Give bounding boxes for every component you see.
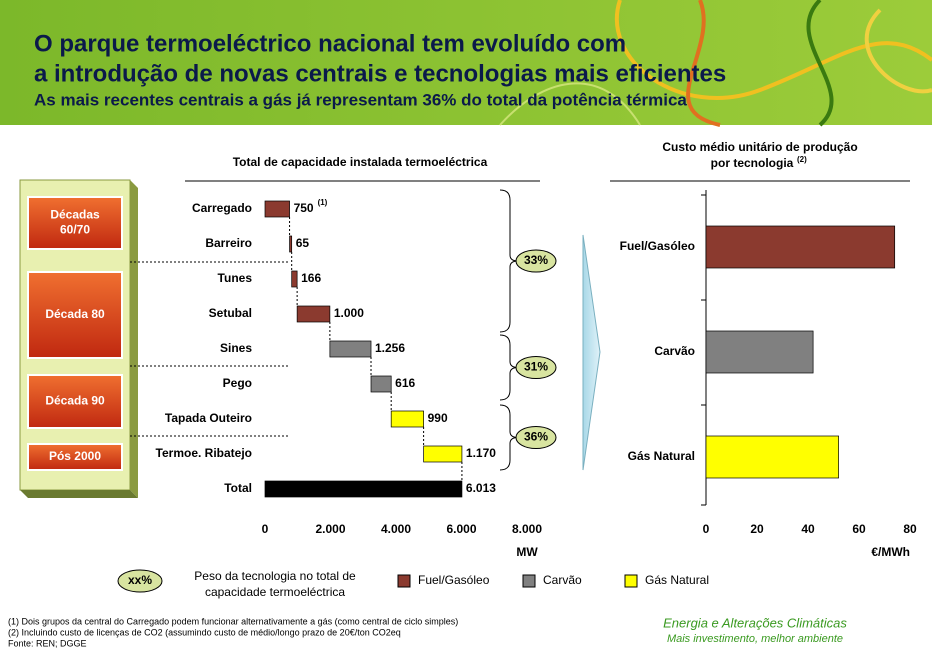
footer-text: Mais investimento, melhor ambiente	[667, 633, 843, 645]
arrow	[583, 235, 600, 470]
category-label: Barreiro	[205, 236, 252, 250]
value-label: 750	[294, 201, 314, 215]
bar	[292, 271, 297, 287]
x-tick-label: 4.000	[381, 522, 411, 536]
legend-label: Fuel/Gasóleo	[418, 573, 490, 587]
x-tick-label: 0	[262, 522, 269, 536]
value-label: 1.170	[466, 446, 496, 460]
x-tick-label: 0	[703, 522, 710, 536]
footnote: Fonte: REN; DGGE	[8, 638, 87, 648]
period-label: Décadas	[50, 208, 100, 222]
value-label: 1.000	[334, 306, 364, 320]
period-label: Pós 2000	[49, 449, 101, 463]
bar	[265, 481, 462, 497]
period-frame-bottom	[20, 490, 138, 498]
x-axis-label: MW	[516, 545, 538, 559]
x-axis-label: €/MWh	[871, 545, 910, 559]
value-label: 1.256	[375, 341, 405, 355]
brace	[500, 405, 518, 470]
slide: O parque termoeléctrico nacional tem evo…	[0, 0, 932, 651]
chart-title: Custo médio unitário de produção	[662, 140, 857, 154]
x-tick-label: 80	[903, 522, 917, 536]
bar	[265, 201, 290, 217]
share-label: 33%	[524, 253, 548, 267]
bar	[424, 446, 462, 462]
chart-title: por tecnologia	[711, 156, 794, 170]
x-tick-label: 60	[852, 522, 866, 536]
legend-swatch	[398, 575, 410, 587]
period-label: 60/70	[60, 223, 90, 237]
category-label: Tunes	[218, 271, 253, 285]
value-label: 65	[296, 236, 310, 250]
x-tick-label: 20	[750, 522, 764, 536]
x-tick-label: 8.000	[512, 522, 542, 536]
legend-swatch	[523, 575, 535, 587]
chart-title: Total de capacidade instalada termoeléct…	[233, 155, 488, 169]
legend-badge-label: xx%	[128, 573, 152, 587]
share-label: 36%	[524, 430, 548, 444]
x-tick-label: 6.000	[446, 522, 476, 536]
category-label: Termoe. Ribatejo	[156, 446, 252, 460]
title-line: a introdução de novas centrais e tecnolo…	[34, 60, 726, 87]
brace	[500, 190, 518, 332]
bar	[706, 331, 813, 373]
title-note: (2)	[797, 155, 807, 164]
category-label: Carvão	[654, 344, 695, 358]
footer-text: Energia e Alterações Climáticas	[663, 615, 847, 630]
x-tick-label: 2.000	[315, 522, 345, 536]
subtitle: As mais recentes centrais a gás já repre…	[34, 90, 687, 109]
legend-note: Peso da tecnologia no total de	[194, 569, 356, 583]
title-line: O parque termoeléctrico nacional tem evo…	[34, 30, 626, 57]
value-note: (1)	[318, 198, 328, 207]
period-frame-side	[130, 180, 138, 498]
bar	[706, 226, 895, 268]
share-label: 31%	[524, 360, 548, 374]
bar	[290, 236, 292, 252]
bar	[297, 306, 330, 322]
category-label: Gás Natural	[628, 449, 695, 463]
category-label: Tapada Outeiro	[165, 411, 252, 425]
category-label: Sines	[220, 341, 252, 355]
bar	[391, 411, 423, 427]
category-label: Carregado	[192, 201, 252, 215]
period-label: Década 90	[45, 394, 105, 408]
bar	[706, 436, 839, 478]
footnote: (1) Dois grupos da central do Carregado …	[8, 616, 458, 626]
category-label: Pego	[223, 376, 252, 390]
bar	[330, 341, 371, 357]
bar	[371, 376, 391, 392]
value-label: 6.013	[466, 481, 496, 495]
legend-label: Gás Natural	[645, 573, 709, 587]
category-label: Fuel/Gasóleo	[620, 239, 695, 253]
legend-label: Carvão	[543, 573, 582, 587]
footnote: (2) Incluindo custo de licenças de CO2 (…	[8, 627, 401, 637]
period-label: Década 80	[45, 307, 105, 321]
brace	[500, 335, 518, 400]
legend-swatch	[625, 575, 637, 587]
category-label: Total	[224, 481, 252, 495]
x-tick-label: 40	[801, 522, 815, 536]
value-label: 166	[301, 271, 321, 285]
legend-note: capacidade termoeléctrica	[205, 585, 345, 599]
category-label: Setubal	[209, 306, 252, 320]
value-label: 616	[395, 376, 415, 390]
value-label: 990	[428, 411, 448, 425]
